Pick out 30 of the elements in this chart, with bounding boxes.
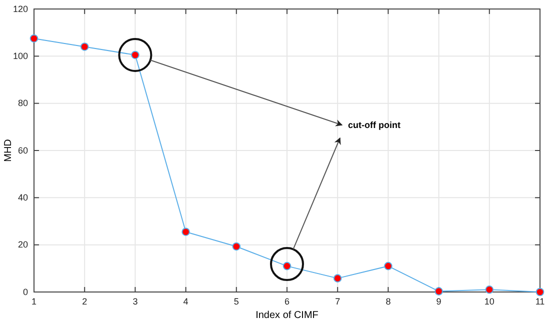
point	[30, 34, 38, 43]
point	[485, 285, 494, 294]
point	[536, 288, 544, 296]
y-tick-label: 60	[18, 145, 28, 156]
y-tick-label: 20	[18, 240, 28, 250]
point	[232, 242, 241, 251]
x-axis-title: Index of CIMF	[256, 310, 318, 321]
x-tick-label: 7	[335, 296, 340, 306]
x-tick-label: 5	[234, 296, 239, 306]
y-tick-label: 0	[22, 286, 28, 297]
x-tick-label: 3	[132, 296, 138, 306]
point	[80, 42, 89, 51]
x-tick-label: 2	[82, 296, 88, 306]
x-tick-label: 9	[436, 296, 442, 306]
x-tick-label: 1	[31, 296, 37, 306]
x-tick-label: 4	[183, 296, 188, 306]
x-tick-label: 10	[484, 296, 494, 306]
x-tick-label: 6	[284, 296, 290, 306]
point	[182, 228, 190, 236]
y-tick-label: 120	[12, 4, 28, 14]
point	[384, 262, 392, 270]
y-axis-title: MHD	[3, 139, 14, 162]
annotation: cut-off point	[348, 120, 400, 130]
y-tick-label: 100	[12, 51, 28, 62]
x-tick-label: 11	[535, 296, 545, 306]
y-tick-label: 80	[18, 98, 28, 108]
point	[333, 274, 342, 282]
y-tick-label: 40	[18, 192, 28, 203]
point	[434, 287, 443, 296]
x-tick-label: 8	[386, 296, 391, 306]
